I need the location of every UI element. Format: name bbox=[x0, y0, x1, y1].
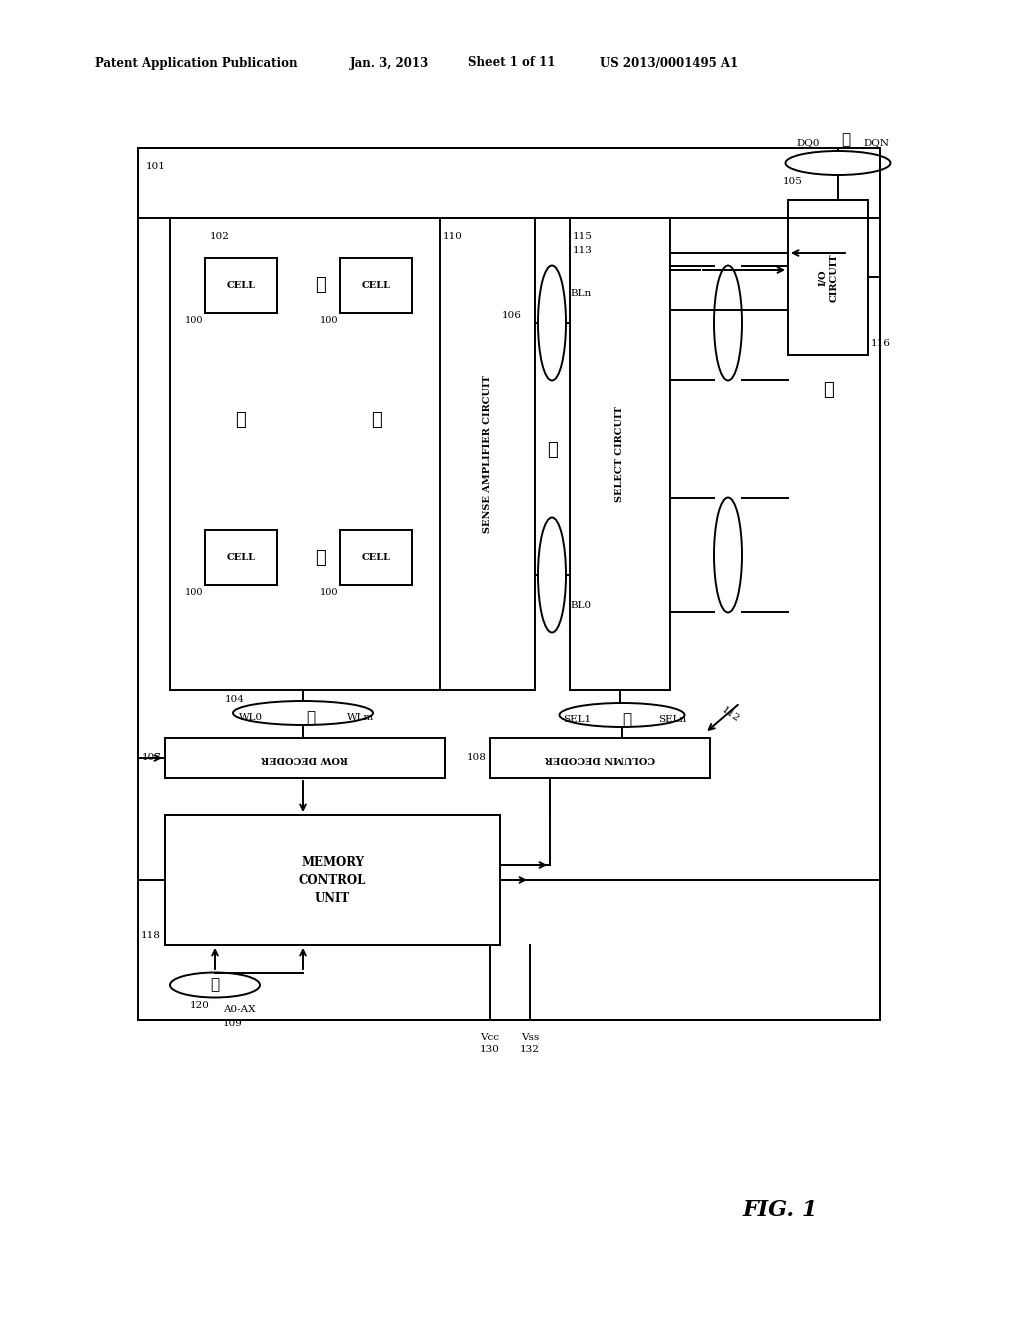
Text: Vss: Vss bbox=[521, 1034, 539, 1043]
Bar bbox=[170, 218, 535, 690]
Text: SELECT CIRCUIT: SELECT CIRCUIT bbox=[615, 407, 625, 502]
Text: SEL1: SEL1 bbox=[563, 715, 591, 725]
Text: 100: 100 bbox=[184, 315, 203, 325]
Text: COLUMN DECODER: COLUMN DECODER bbox=[545, 754, 655, 763]
Text: ⋯: ⋯ bbox=[314, 276, 326, 294]
Text: SELn: SELn bbox=[657, 715, 686, 725]
Text: BL0: BL0 bbox=[570, 601, 591, 610]
Text: 113: 113 bbox=[573, 246, 593, 255]
Text: ⋯: ⋯ bbox=[211, 978, 219, 993]
Text: 108: 108 bbox=[467, 754, 487, 763]
Bar bbox=[205, 257, 278, 313]
Text: 116: 116 bbox=[871, 338, 891, 347]
Text: 102: 102 bbox=[210, 232, 229, 242]
Bar bbox=[205, 531, 278, 585]
Text: 100: 100 bbox=[184, 587, 203, 597]
Text: A0-AX: A0-AX bbox=[223, 1006, 256, 1015]
Text: WLm: WLm bbox=[347, 714, 375, 722]
Text: CELL: CELL bbox=[361, 281, 390, 290]
Bar bbox=[788, 201, 868, 355]
Text: 105: 105 bbox=[783, 177, 803, 186]
Text: 101: 101 bbox=[146, 162, 166, 172]
Text: SENSE AMPLIFIER CIRCUIT: SENSE AMPLIFIER CIRCUIT bbox=[483, 375, 492, 533]
Text: 100: 100 bbox=[319, 587, 338, 597]
Text: 109: 109 bbox=[223, 1019, 243, 1027]
Text: ⋮: ⋮ bbox=[371, 411, 381, 429]
Text: 112: 112 bbox=[720, 706, 741, 725]
Text: MEMORY
CONTROL
UNIT: MEMORY CONTROL UNIT bbox=[299, 855, 367, 904]
Text: CELL: CELL bbox=[361, 553, 390, 562]
Text: 100: 100 bbox=[319, 315, 338, 325]
Text: ⋮: ⋮ bbox=[236, 411, 247, 429]
Text: ⋯: ⋯ bbox=[623, 713, 632, 727]
Text: Vcc: Vcc bbox=[480, 1034, 500, 1043]
Text: ⋯: ⋯ bbox=[314, 549, 326, 568]
Text: ⋯: ⋯ bbox=[842, 133, 851, 147]
Text: Patent Application Publication: Patent Application Publication bbox=[95, 57, 298, 70]
Text: DQ0: DQ0 bbox=[797, 139, 820, 147]
Bar bbox=[340, 257, 412, 313]
Text: US 2013/0001495 A1: US 2013/0001495 A1 bbox=[600, 57, 738, 70]
Text: 104: 104 bbox=[225, 696, 245, 704]
Text: 107: 107 bbox=[142, 754, 162, 763]
Text: I/O
CIRCUIT: I/O CIRCUIT bbox=[817, 253, 839, 302]
Bar bbox=[490, 738, 710, 777]
Text: 106: 106 bbox=[502, 310, 522, 319]
Text: Sheet 1 of 11: Sheet 1 of 11 bbox=[468, 57, 555, 70]
Text: CELL: CELL bbox=[226, 281, 256, 290]
Text: 115: 115 bbox=[573, 232, 593, 242]
Text: 120: 120 bbox=[190, 1001, 210, 1010]
Text: DQN: DQN bbox=[863, 139, 889, 147]
Text: BLn: BLn bbox=[570, 289, 591, 297]
Bar bbox=[165, 738, 445, 777]
Text: 130: 130 bbox=[480, 1045, 500, 1055]
Bar bbox=[570, 218, 670, 690]
Text: ROW DECODER: ROW DECODER bbox=[261, 754, 348, 763]
Text: 132: 132 bbox=[520, 1045, 540, 1055]
Text: WL0: WL0 bbox=[239, 714, 263, 722]
Text: CELL: CELL bbox=[226, 553, 256, 562]
Text: ⋮: ⋮ bbox=[822, 381, 834, 399]
Bar bbox=[340, 531, 412, 585]
Text: ⋮: ⋮ bbox=[547, 441, 557, 459]
Text: ⋯: ⋯ bbox=[306, 711, 315, 725]
Text: Jan. 3, 2013: Jan. 3, 2013 bbox=[350, 57, 429, 70]
Text: 110: 110 bbox=[443, 232, 463, 242]
Text: 118: 118 bbox=[141, 931, 161, 940]
Bar bbox=[165, 814, 500, 945]
Text: FIG. 1: FIG. 1 bbox=[742, 1199, 818, 1221]
Bar bbox=[138, 148, 880, 1020]
